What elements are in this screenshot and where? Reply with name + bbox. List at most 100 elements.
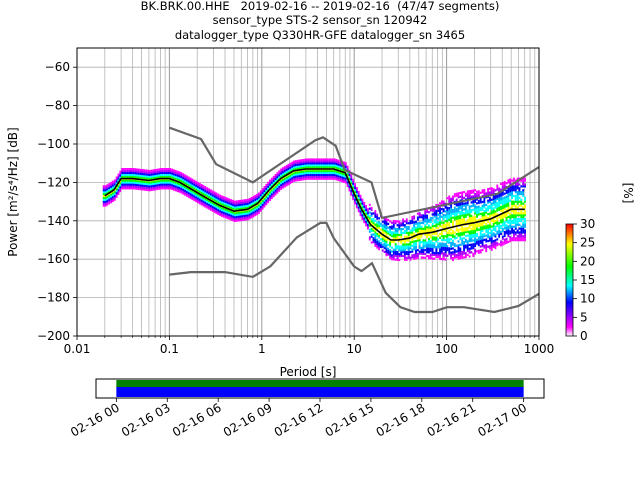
heatmap-cell [472,220,475,223]
heatmap-cell [191,195,194,199]
heatmap-cell [293,177,295,181]
heatmap-cell [117,175,120,178]
heatmap-cell [524,196,526,200]
heatmap-cell [485,226,488,230]
heatmap-cell [233,217,236,221]
heatmap-cell [488,235,491,238]
heatmap-cell [488,191,491,194]
heatmap-cell [479,212,482,216]
heatmap-cell [215,200,218,203]
heatmap-cell [163,169,166,173]
heatmap-cell [514,191,517,194]
heatmap-cell [494,212,497,215]
heatmap-cell [476,240,478,243]
heatmap-cell [110,183,112,186]
heatmap-cell [174,181,177,184]
y-tick-label: −80 [45,99,70,113]
heatmap-cell [483,225,486,228]
heatmap-cell [259,205,262,208]
heatmap-cell [184,189,186,192]
heatmap-cell [403,235,406,238]
heatmap-cell [503,238,506,241]
heatmap-cell [424,220,427,223]
heatmap-cell [509,186,512,189]
heatmap-cell [256,199,258,202]
heatmap-cell [359,212,362,215]
heatmap-cell [518,227,521,230]
heatmap-cell [518,196,521,200]
heatmap-cell [464,194,467,197]
heatmap-cell [195,188,198,191]
heatmap-cell [387,253,390,256]
heatmap-cell [254,212,257,215]
heatmap-cell [110,189,112,192]
heatmap-cell [391,258,393,261]
heatmap-cell [516,187,519,190]
heatmap-cell [446,237,449,240]
heatmap-cell [507,215,510,219]
heatmap-cell [160,179,162,182]
heatmap-cell [394,220,397,223]
heatmap-cell [431,222,434,226]
heatmap-cell [452,230,454,233]
heatmap-cell [418,239,421,242]
heatmap-cell [317,166,319,169]
heatmap-cell [368,238,371,241]
heatmap-cell [158,170,161,173]
heatmap-cell [400,249,403,252]
heatmap-cell [143,188,146,191]
heatmap-cell [378,226,380,230]
chart-title-line-3: datalogger_type Q330HR-GFE datalogger_sn… [174,28,466,42]
heatmap-cell [221,212,223,215]
heatmap-cell [282,182,284,185]
heatmap-cell [520,200,523,203]
heatmap-cell [455,213,458,217]
heatmap-cell [490,198,493,201]
heatmap-cell [520,231,523,234]
heatmap-cell [524,223,526,226]
heatmap-cell [211,198,214,201]
heatmap-cell [522,237,525,240]
heatmap-cell [461,212,464,215]
heatmap-cell [464,244,467,247]
heatmap-cell [392,237,395,240]
heatmap-cell [520,229,523,232]
heatmap-cell [439,215,441,218]
heatmap-cell [200,197,203,200]
heatmap-cell [514,219,517,223]
heatmap-cell [477,213,480,216]
heatmap-cell [459,203,462,206]
heatmap-cell [246,216,249,219]
heatmap-cell [468,249,471,252]
heatmap-cell [169,169,172,173]
heatmap-cell [477,228,480,231]
heatmap-cell [431,228,434,231]
heatmap-cell [389,254,392,258]
x-tick-label: 10 [347,342,362,356]
heatmap-cell [463,190,465,194]
heatmap-cell [477,242,480,245]
heatmap-cell [459,234,462,237]
heatmap-cell [202,188,205,192]
heatmap-cell [398,245,401,248]
heatmap-cell [477,201,480,204]
heatmap-cell [257,196,260,199]
heatmap-cell [221,197,223,200]
heatmap-cell [457,211,460,214]
heatmap-cell [198,186,201,189]
heatmap-cell [367,213,369,217]
heatmap-cell [466,211,469,214]
heatmap-cell [472,229,475,233]
heatmap-cell [322,173,325,176]
heatmap-cell [446,212,449,215]
x-tick-label: 1000 [524,342,555,356]
heatmap-cell [261,203,264,206]
heatmap-cell [488,199,491,202]
heatmap-cell [461,204,464,208]
heatmap-cell [344,179,347,182]
heatmap-cell [485,224,488,228]
heatmap-cell [509,193,512,197]
heatmap-cell [446,214,449,217]
heatmap-cell [455,227,458,230]
